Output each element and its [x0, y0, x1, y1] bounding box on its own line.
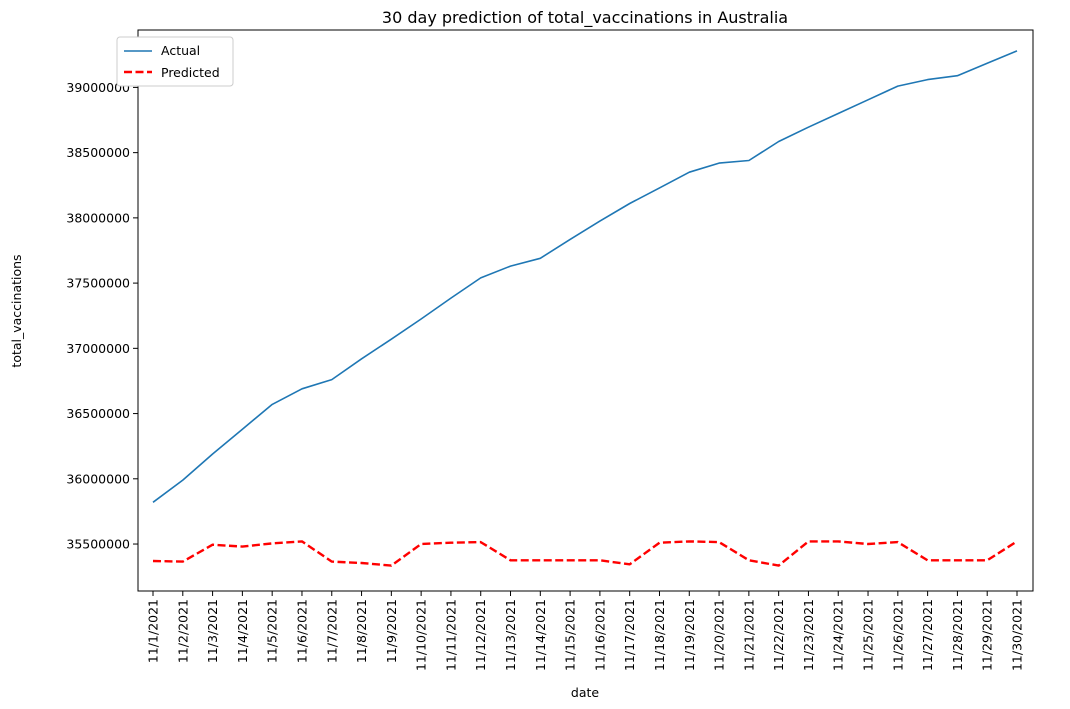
legend-label-predicted: Predicted [161, 65, 220, 80]
plot-area [137, 29, 1034, 592]
x-tick-label: 11/10/2021 [414, 599, 429, 671]
x-tick-label: 11/11/2021 [443, 599, 458, 671]
x-tick-label: 11/19/2021 [682, 599, 697, 671]
x-tick-label: 11/6/2021 [294, 599, 309, 663]
legend-label-actual: Actual [161, 43, 200, 58]
x-tick-label: 11/20/2021 [712, 599, 727, 671]
x-tick-label: 11/8/2021 [354, 599, 369, 663]
x-tick-label: 11/24/2021 [831, 599, 846, 671]
y-tick-label: 37500000 [66, 276, 130, 291]
x-tick-label: 11/28/2021 [950, 599, 965, 671]
series-layer [152, 50, 1018, 567]
y-axis-label: total_vaccinations [9, 254, 24, 367]
chart-title: 30 day prediction of total_vaccinations … [382, 8, 788, 28]
x-tick-label: 11/26/2021 [890, 599, 905, 671]
x-axis-label: date [571, 685, 599, 700]
legend: Actual Predicted [116, 36, 234, 87]
x-axis: 11/1/2021 11/2/2021 11/3/2021 11/4/2021 11/5… [146, 591, 1025, 671]
x-tick-label: 11/27/2021 [920, 599, 935, 671]
x-tick-label: 11/18/2021 [652, 599, 667, 671]
y-tick-label: 38500000 [66, 145, 130, 160]
x-tick-label: 11/4/2021 [235, 599, 250, 663]
y-tick-label: 36000000 [66, 471, 130, 486]
x-tick-label: 11/3/2021 [205, 599, 220, 663]
x-tick-label: 11/16/2021 [592, 599, 607, 671]
x-tick-label: 11/13/2021 [503, 599, 518, 671]
y-tick-label: 36500000 [66, 406, 130, 421]
x-tick-label: 11/2/2021 [175, 599, 190, 663]
x-tick-label: 11/5/2021 [265, 599, 280, 663]
legend-box [116, 36, 234, 87]
x-tick-label: 11/29/2021 [980, 599, 995, 671]
x-tick-label: 11/15/2021 [563, 599, 578, 671]
x-tick-label: 11/9/2021 [384, 599, 399, 663]
x-tick-label: 11/17/2021 [622, 599, 637, 671]
x-tick-label: 11/14/2021 [533, 599, 548, 671]
x-tick-label: 11/7/2021 [324, 599, 339, 663]
y-tick-label: 37000000 [66, 341, 130, 356]
y-tick-label: 38000000 [66, 210, 130, 225]
x-tick-label: 11/30/2021 [1010, 599, 1025, 671]
y-tick-label: 35500000 [66, 537, 130, 552]
x-tick-label: 11/1/2021 [146, 599, 161, 663]
x-tick-label: 11/23/2021 [801, 599, 816, 671]
series-line-actual [152, 50, 1018, 503]
x-tick-label: 11/22/2021 [771, 599, 786, 671]
x-tick-label: 11/25/2021 [861, 599, 876, 671]
y-axis: 35500000 36000000 36500000 37000000 37500000… [66, 80, 138, 552]
series-line-predicted [152, 540, 1018, 567]
y-tick-label: 39000000 [66, 80, 130, 95]
x-tick-label: 11/12/2021 [473, 599, 488, 671]
x-tick-label: 11/21/2021 [741, 599, 756, 671]
